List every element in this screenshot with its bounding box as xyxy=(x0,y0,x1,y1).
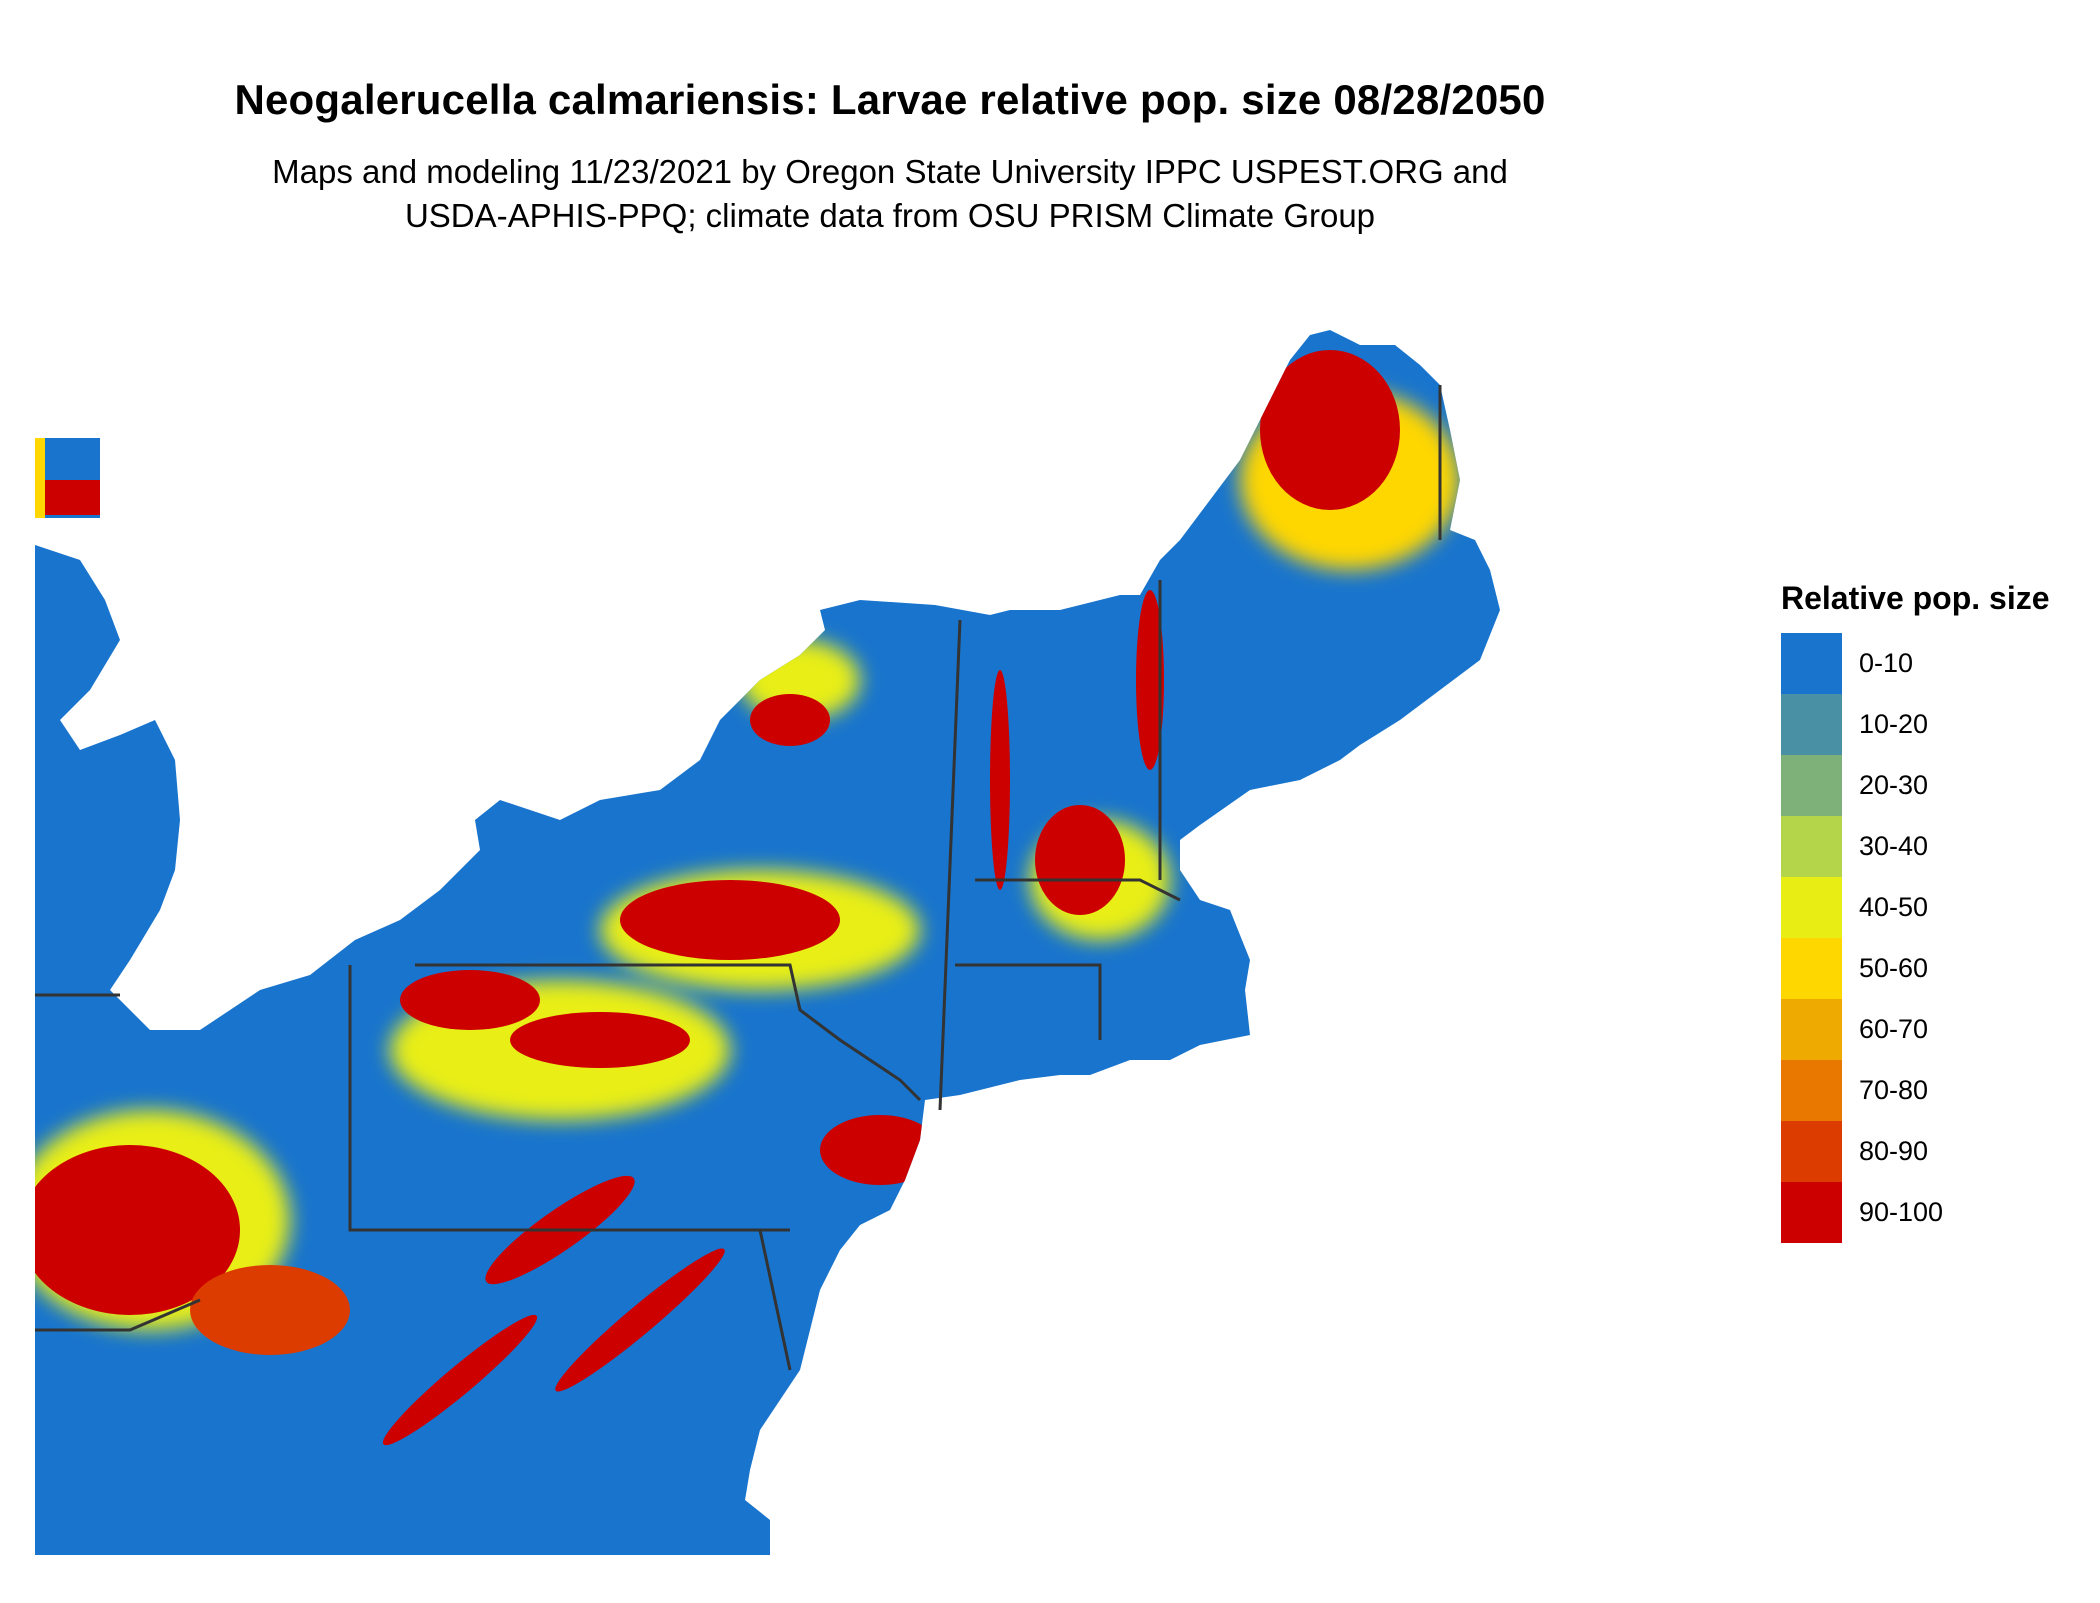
hotspot-penn-north xyxy=(510,1012,690,1068)
legend-swatch xyxy=(1781,938,1842,999)
legend-item: 30-40 xyxy=(1781,816,2050,877)
ct-boundary xyxy=(955,963,1102,1040)
legend-label: 60-70 xyxy=(1859,1014,1929,1044)
legend-item: 10-20 xyxy=(1781,694,2050,755)
hotspot-penn-west xyxy=(400,970,540,1030)
hotspot-ohio-south xyxy=(190,1265,350,1355)
up-hotspot xyxy=(45,480,100,515)
legend-label: 0-10 xyxy=(1859,648,1914,678)
subtitle-line-2: USDA-APHIS-PPQ; climate data from OSU PR… xyxy=(404,197,1376,234)
legend-swatch xyxy=(1781,877,1842,938)
hotspot-ridge-2 xyxy=(555,1248,725,1392)
legend-label: 40-50 xyxy=(1859,892,1929,922)
legend-item: 40-50 xyxy=(1781,877,2050,938)
hotspot-nh-west xyxy=(1136,590,1164,770)
up-edge xyxy=(35,438,45,518)
legend-item: 50-60 xyxy=(1781,938,2050,999)
state-boundaries xyxy=(35,385,1442,1371)
legend-item: 70-80 xyxy=(1781,1060,2050,1121)
map-title: Neogalerucella calmariensis: Larvae rela… xyxy=(234,76,1546,123)
hotspot-maine-north xyxy=(1260,350,1400,510)
ma-north-boundary xyxy=(975,878,1181,902)
upper-peninsula-fragment xyxy=(35,438,100,518)
legend-item: 80-90 xyxy=(1781,1121,2050,1182)
legend-swatch xyxy=(1781,999,1842,1060)
hotspot-ny-central xyxy=(620,880,840,960)
md-de-boundary xyxy=(758,1229,792,1371)
hotspot-hudson-valley xyxy=(990,670,1010,890)
legend-swatch xyxy=(1781,1182,1842,1243)
hotspot-ny-adirondack xyxy=(750,694,830,746)
legend-item: 90-100 xyxy=(1781,1182,2050,1243)
legend-item: 0-10 xyxy=(1781,633,2050,694)
ny-vt-boundary xyxy=(938,619,962,1111)
legend-label: 90-100 xyxy=(1859,1197,1944,1227)
pa-boundary xyxy=(348,965,790,1232)
legend-item: 20-30 xyxy=(1781,755,2050,816)
legend-label: 20-30 xyxy=(1859,770,1929,800)
legend-label: 10-20 xyxy=(1859,709,1929,739)
population-hotspots xyxy=(35,350,1460,1446)
legend: Relative pop. size 0-10 10-20 20-30 30-40 40… xyxy=(1781,580,2050,1243)
legend-label: 70-80 xyxy=(1859,1075,1929,1105)
ny-pa-boundary xyxy=(415,963,922,1102)
hotspot-ridge-3 xyxy=(382,1314,538,1446)
hotspot-ohio-red xyxy=(35,1145,240,1315)
map-subtitle: Maps and modeling 11/23/2021 by Oregon S… xyxy=(0,150,1780,238)
legend-rows: 0-10 10-20 20-30 30-40 40-50 50-60 60-70 70-80 8… xyxy=(1781,633,2050,1243)
legend-swatch xyxy=(1781,633,1842,694)
hotspot-nh-south xyxy=(1035,805,1125,915)
legend-swatch xyxy=(1781,755,1842,816)
subtitle-line-1: Maps and modeling 11/23/2021 by Oregon S… xyxy=(272,153,1508,190)
hotspot-nj xyxy=(820,1115,940,1185)
legend-item: 60-70 xyxy=(1781,999,2050,1060)
legend-swatch xyxy=(1781,1060,1842,1121)
legend-swatch xyxy=(1781,816,1842,877)
legend-swatch xyxy=(1781,1121,1842,1182)
legend-label: 50-60 xyxy=(1859,953,1929,983)
legend-label: 80-90 xyxy=(1859,1136,1929,1166)
ohio-south-boundary xyxy=(35,1298,201,1332)
legend-title: Relative pop. size xyxy=(1781,580,2050,616)
hotspot-layer-red xyxy=(35,350,1400,1446)
legend-swatch xyxy=(1781,694,1842,755)
legend-label: 30-40 xyxy=(1859,831,1929,861)
